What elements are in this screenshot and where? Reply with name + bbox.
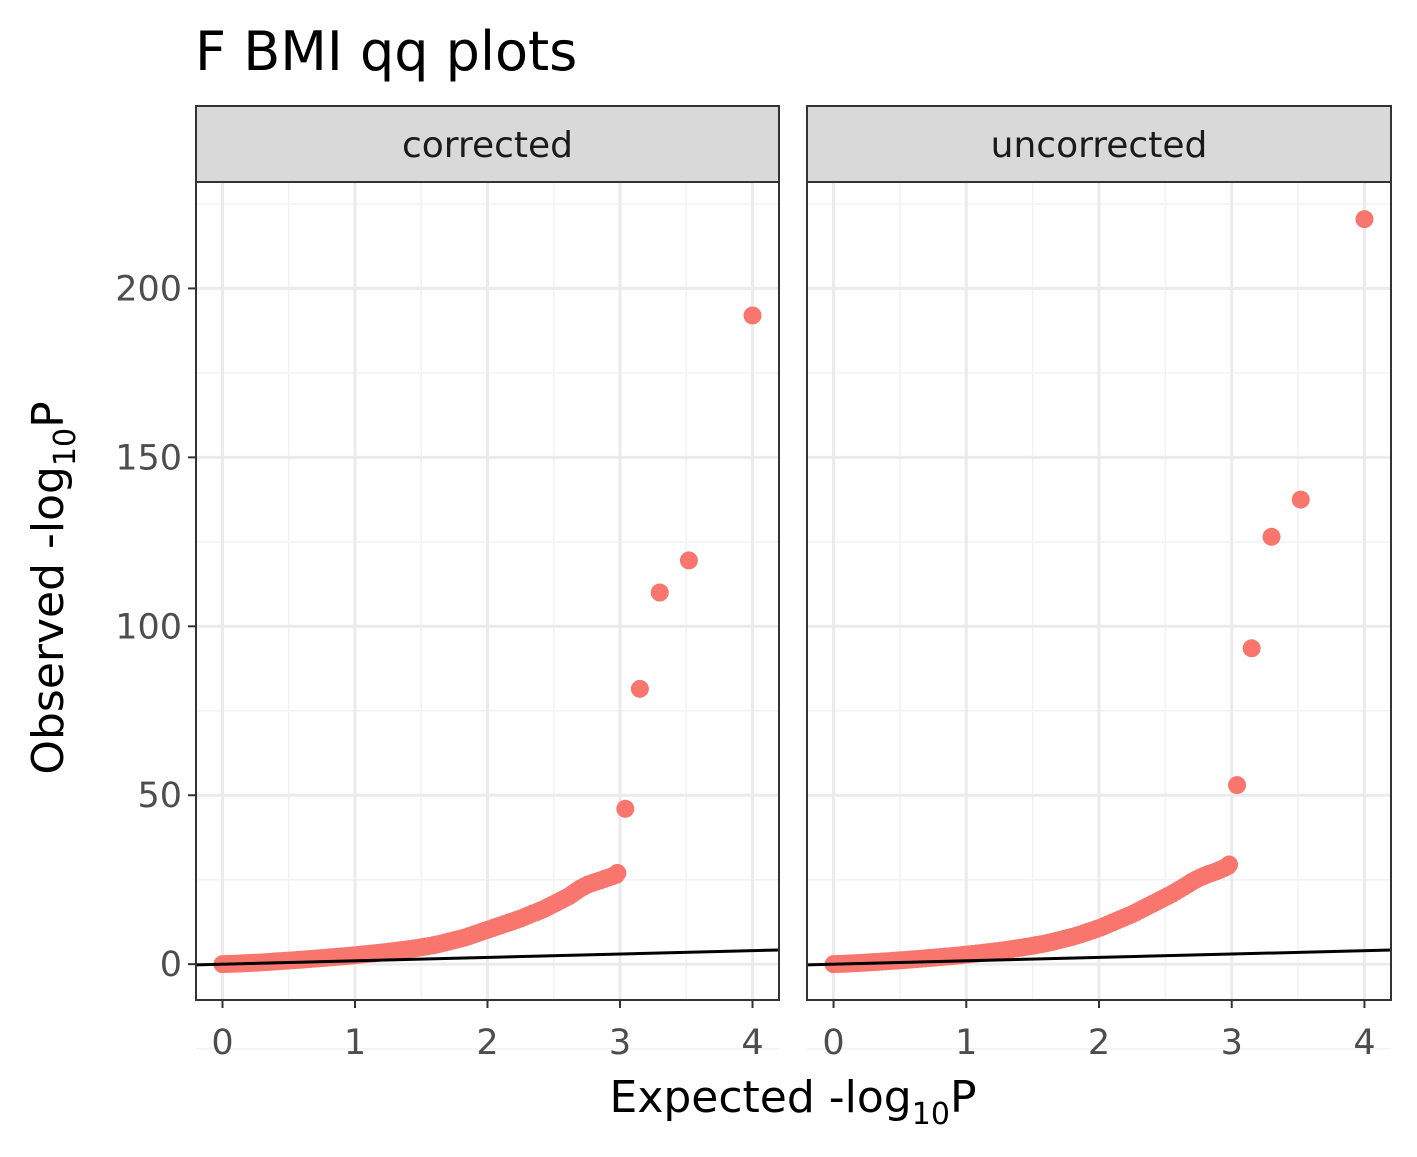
y-axis-title: Observed -log10P	[23, 401, 83, 774]
x-tick-label: 3	[1221, 1023, 1243, 1063]
data-point	[1262, 527, 1281, 546]
data-point	[650, 583, 669, 602]
data-point	[608, 863, 627, 882]
y-tick-label: 100	[115, 607, 182, 647]
y-tick-label: 200	[115, 269, 182, 309]
y-tick-label: 50	[137, 776, 182, 816]
facet-strip	[195, 105, 780, 183]
x-tick-label: 4	[741, 1023, 763, 1063]
facet-panels: corrected 0 1 2 3 4 0 50 100 150 200 uncorrected 0 1 2…	[115, 105, 1392, 1063]
data-points	[213, 306, 762, 974]
x-tick-label: 4	[1353, 1023, 1375, 1063]
facet-strip-label: uncorrected	[991, 125, 1208, 166]
x-tick-label: 2	[1088, 1023, 1110, 1063]
x-tick-label: 0	[822, 1023, 844, 1063]
facet-strip-label: corrected	[402, 125, 573, 166]
data-point	[743, 306, 762, 325]
x-tick-label: 2	[476, 1023, 498, 1063]
x-tick-label: 1	[344, 1023, 366, 1063]
reference-line	[196, 948, 779, 967]
x-tick-label: 3	[609, 1023, 631, 1063]
data-point	[1242, 639, 1261, 658]
data-point	[630, 679, 649, 698]
facet-panel-0: corrected 0 1 2 3 4 0 50 100 150 200	[115, 105, 780, 1063]
facet-panel-1: uncorrected 0 1 2 3 4	[806, 105, 1392, 1063]
reference-line	[807, 948, 1391, 967]
x-tick-label: 1	[955, 1023, 977, 1063]
data-point	[679, 551, 698, 570]
data-point	[616, 799, 635, 818]
y-tick-label: 0	[160, 945, 182, 985]
data-point	[1291, 490, 1310, 509]
x-tick-label: 0	[211, 1023, 233, 1063]
data-point	[1355, 210, 1374, 229]
chart-title: F BMI qq plots	[195, 20, 577, 83]
y-tick-label: 150	[115, 438, 182, 478]
data-point	[1228, 776, 1247, 795]
data-point	[1220, 855, 1239, 874]
x-axis-title: Expected -log10P	[610, 1072, 977, 1132]
